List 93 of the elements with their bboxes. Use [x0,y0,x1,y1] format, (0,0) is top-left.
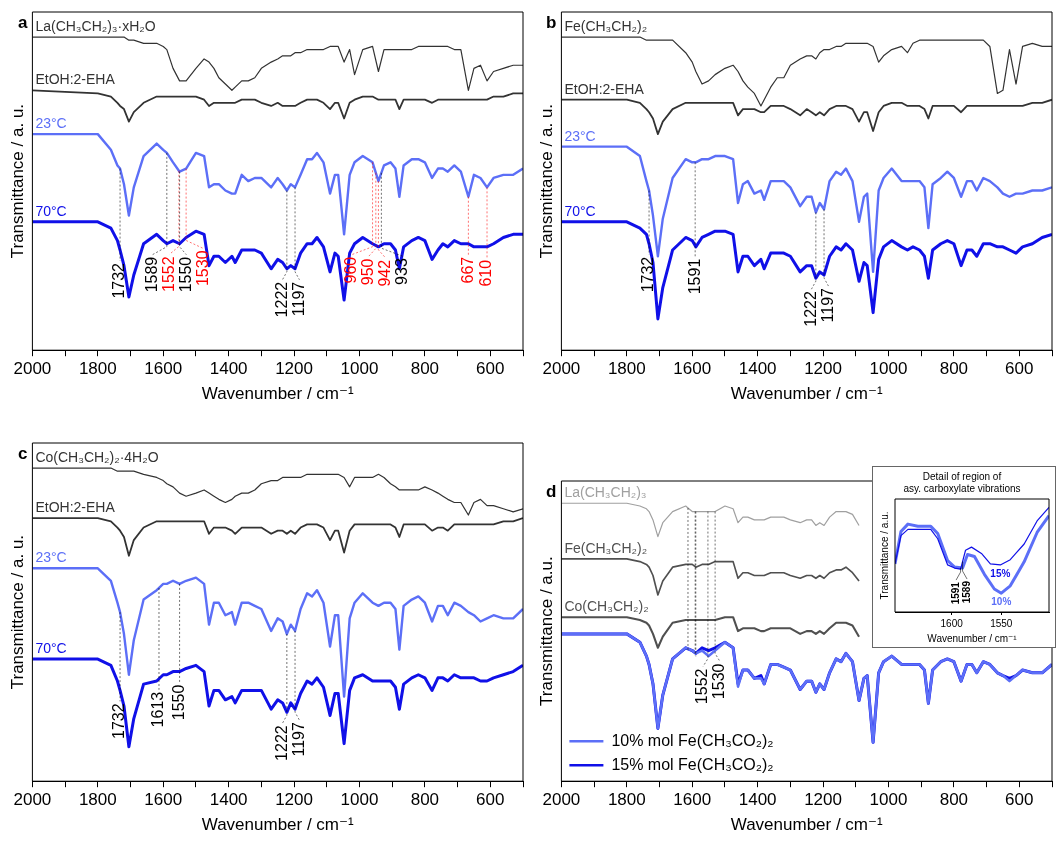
ref-line-label: 1550 [176,256,194,293]
y-axis-title: Transmittance / a.u. [536,556,556,706]
ref-line-label: 1197 [289,281,307,317]
series-label: 70°C [35,639,67,656]
x-tick-label: 1800 [607,790,646,810]
ref-line-label: 1552 [693,668,711,705]
ref-line-label: 1591 [685,258,703,295]
x-tick-label: 800 [410,790,440,810]
x-tick-label: 1400 [209,790,248,810]
series-label: EtOH:2-EHA [35,499,116,516]
series-label: EtOH:2-EHA [564,80,645,97]
x-tick-label: 1000 [340,790,379,810]
ref-line-label: 610 [477,259,495,287]
series-label: La(CH₃CH₂)₃ [564,484,647,501]
series-label: Co(CH₃CH₂)₂ [564,598,649,615]
chart-title: Detail of region of asy. carboxylate vibrations [903,470,1021,494]
x-axis-title: Wavenumber / cm⁻¹ [730,384,883,404]
ref-line-label: 1591 [949,581,961,605]
ref-line-label: 1530 [710,663,728,700]
legend-label: 10% mol Fe(CH₃CO₂)₂ [611,731,774,749]
chart-title: c [17,444,28,464]
ref-line-label: 1222 [801,291,819,327]
x-axis-title: Wavenumber / cm⁻¹ [730,815,883,835]
y-axis-title: Transmittance / a. u. [7,534,27,690]
ref-line-label: 1732 [639,256,657,293]
chart-title: b [546,13,557,33]
ref-line-label: 1732 [110,703,128,739]
ref-line-label: 1613 [149,691,167,728]
ref-line-label: 1589 [142,256,160,293]
x-tick-label: 1600 [144,359,183,379]
x-axis-title: Wavenumber / cm⁻¹ [927,632,1018,644]
x-tick-label: 600 [1005,790,1034,810]
series-label: 70°C [564,202,596,219]
x-tick-label: 1600 [673,790,712,810]
ref-line-label: 960 [341,256,359,284]
x-tick-label: 1600 [940,617,964,629]
x-tick-label: 800 [939,359,969,379]
x-tick-label: 1200 [275,359,313,379]
x-tick-label: 2000 [13,790,52,810]
x-tick-label: 800 [410,359,440,379]
x-tick-label: 1200 [804,790,842,810]
ref-line-label: 1222 [272,281,290,318]
ref-line-label: 1550 [169,684,187,721]
ref-line-label: 1732 [110,262,128,299]
ref-line-label: 933 [392,258,410,285]
ref-line-label: 1197 [818,287,836,323]
x-tick-label: 1000 [869,359,908,379]
ref-line-label: 1530 [193,250,211,287]
x-tick-label: 1600 [144,790,183,810]
series-label: EtOH:2-EHA [35,71,116,88]
series-label: 15% [990,567,1011,579]
chart-title: a [17,13,28,33]
ref-line-label: 667 [458,256,476,284]
x-tick-label: 1000 [340,359,379,379]
ref-line-label: 950 [358,258,376,286]
x-tick-label: 600 [1005,359,1034,379]
y-axis-title: Transmittance / a. u. [536,103,556,259]
series-label: Fe(CH₃CH₂)₂ [564,539,648,556]
x-tick-label: 1000 [869,790,908,810]
series-label: La(CH₃CH₂)₃·xH₂O [35,17,156,34]
ref-line-label: 1222 [272,725,290,761]
ref-line-label: 942 [375,259,393,287]
x-axis-title: Wavenumber / cm⁻¹ [201,384,354,404]
x-tick-label: 2000 [13,359,52,379]
series-label: 23°C [35,114,67,131]
x-tick-label: 1400 [738,359,777,379]
y-axis-title: Transmittance / a.u. [878,511,890,600]
ref-line-label: 1589 [960,580,972,604]
x-tick-label: 1200 [804,359,842,379]
series-label: 23°C [564,127,596,144]
x-tick-label: 1400 [738,790,777,810]
x-tick-label: 600 [476,790,505,810]
x-tick-label: 1800 [78,790,117,810]
ref-line-label: 1552 [159,256,177,293]
series-label: 70°C [35,202,67,219]
x-tick-label: 800 [939,790,969,810]
series-label: Co(CH₃CH₂)₂·4H₂O [35,448,159,465]
legend-label: 15% mol Fe(CH₃CO₂)₂ [611,755,774,773]
series-label: 23°C [35,549,67,566]
y-axis-title: Transmittance / a. u. [7,103,27,259]
x-tick-label: 1400 [209,359,248,379]
x-tick-label: 1600 [673,359,712,379]
x-tick-label: 1200 [275,790,313,810]
series-label: 10% [991,595,1012,607]
x-tick-label: 600 [476,359,505,379]
x-tick-label: 1800 [607,359,646,379]
series-label: Fe(CH₃CH₂)₂ [564,17,648,34]
chart-title: d [546,482,557,502]
x-tick-label: 2000 [542,359,581,379]
x-tick-label: 2000 [542,790,581,810]
x-tick-label: 1800 [78,359,117,379]
ref-line-label: 1197 [289,722,307,757]
x-axis-title: Wavenumber / cm⁻¹ [201,815,354,835]
